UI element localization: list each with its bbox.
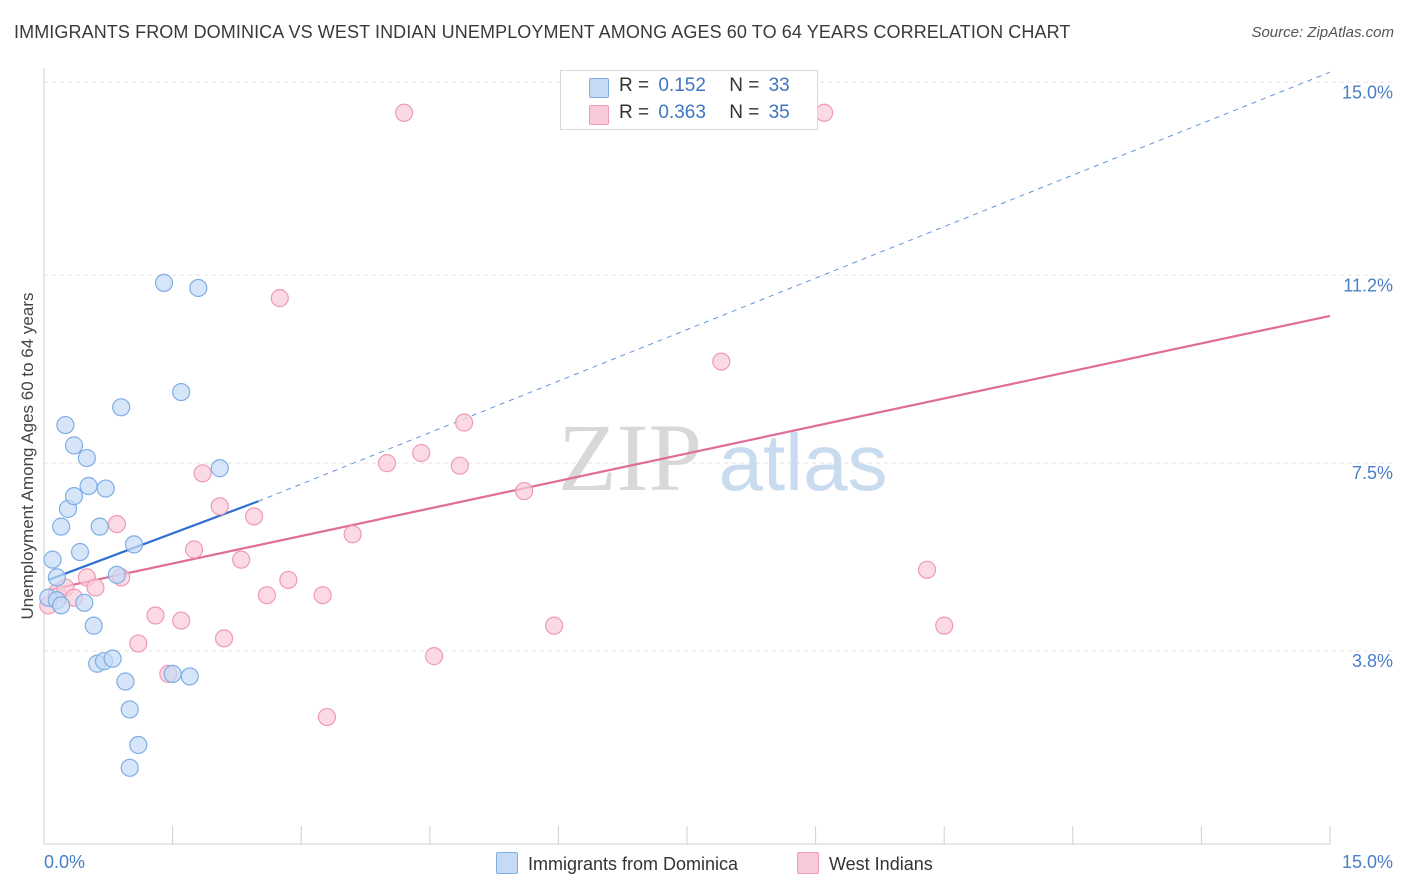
legend-n-value: 33 bbox=[768, 75, 790, 96]
chart-title: IMMIGRANTS FROM DOMINICA VS WEST INDIAN … bbox=[14, 22, 1071, 42]
source-credit: Source: ZipAtlas.com bbox=[1251, 24, 1394, 41]
data-point-west-indians bbox=[412, 443, 431, 463]
data-point-west-indians bbox=[210, 497, 229, 516]
legend-swatch-pink bbox=[589, 105, 609, 125]
data-point-dominica bbox=[52, 596, 71, 615]
data-point-dominica bbox=[70, 542, 90, 562]
data-point-dominica bbox=[77, 448, 96, 468]
data-point-dominica bbox=[75, 593, 94, 612]
data-point-west-indians bbox=[270, 289, 289, 308]
data-point-west-indians bbox=[214, 629, 234, 648]
data-point-west-indians bbox=[313, 586, 332, 605]
data-point-dominica bbox=[172, 382, 191, 402]
data-point-west-indians bbox=[424, 647, 444, 666]
data-point-west-indians bbox=[86, 578, 105, 597]
data-point-dominica bbox=[120, 700, 139, 719]
legend-swatch-blue bbox=[589, 78, 609, 98]
data-point-west-indians bbox=[184, 540, 204, 559]
data-point-dominica bbox=[79, 476, 98, 496]
legend-swatch-blue bbox=[496, 852, 518, 874]
data-point-dominica bbox=[112, 398, 131, 417]
legend-n-label: N = bbox=[729, 102, 760, 123]
data-point-west-indians bbox=[454, 413, 474, 432]
y-tick-label: 11.2% bbox=[1343, 275, 1393, 295]
legend-label-dominica: Immigrants from Dominica bbox=[528, 854, 739, 874]
y-tick-label: 7.5% bbox=[1352, 463, 1393, 483]
data-point-dominica bbox=[64, 487, 84, 506]
data-point-dominica bbox=[129, 735, 148, 755]
data-point-dominica bbox=[210, 459, 229, 478]
data-point-dominica bbox=[103, 649, 122, 668]
data-point-dominica bbox=[47, 568, 66, 587]
data-point-west-indians bbox=[815, 103, 834, 122]
data-point-west-indians bbox=[935, 616, 954, 635]
data-point-dominica bbox=[124, 535, 144, 554]
data-point-west-indians bbox=[279, 570, 298, 590]
data-point-west-indians bbox=[107, 514, 126, 534]
data-point-dominica bbox=[180, 667, 199, 686]
trend-line-dominica-extension bbox=[258, 71, 1331, 502]
data-point-dominica bbox=[84, 616, 103, 635]
data-point-west-indians bbox=[450, 456, 469, 475]
data-point-dominica bbox=[163, 664, 182, 683]
legend-n-label: N = bbox=[729, 75, 760, 96]
data-point-dominica bbox=[154, 273, 174, 292]
data-point-west-indians bbox=[146, 606, 165, 625]
legend-item-dominica: Immigrants from Dominica bbox=[496, 852, 738, 875]
data-point-dominica bbox=[189, 278, 208, 298]
data-point-dominica bbox=[52, 517, 71, 536]
data-point-dominica bbox=[64, 436, 84, 455]
x-tick-label-min: 0.0% bbox=[44, 852, 86, 872]
legend-item-west-indians: West Indians bbox=[797, 852, 933, 875]
data-point-dominica bbox=[120, 758, 139, 777]
legend-swatch-pink bbox=[797, 852, 819, 874]
x-tick-label-max: 15.0% bbox=[1341, 852, 1393, 872]
data-point-dominica bbox=[96, 479, 115, 498]
data-point-dominica bbox=[90, 517, 109, 536]
data-point-west-indians bbox=[317, 707, 337, 727]
legend-r-label: R = bbox=[619, 102, 650, 123]
data-point-west-indians bbox=[232, 550, 251, 569]
data-point-west-indians bbox=[129, 634, 148, 653]
data-point-dominica bbox=[116, 672, 135, 691]
y-axis-label: Unemployment Among Ages 60 to 64 years bbox=[18, 292, 37, 620]
legend-r-value: 0.152 bbox=[658, 75, 706, 96]
data-point-west-indians bbox=[257, 586, 277, 605]
data-point-west-indians bbox=[394, 103, 414, 122]
data-point-west-indians bbox=[377, 454, 397, 473]
data-point-west-indians bbox=[193, 464, 212, 483]
data-point-west-indians bbox=[515, 481, 534, 501]
legend-label-west-indians: West Indians bbox=[829, 854, 933, 874]
data-point-west-indians bbox=[172, 611, 191, 630]
data-point-dominica bbox=[43, 550, 62, 569]
data-point-west-indians bbox=[712, 352, 731, 371]
legend-r-label: R = bbox=[619, 75, 650, 96]
data-point-west-indians bbox=[917, 560, 937, 579]
watermark-atlas: atlas bbox=[719, 418, 888, 507]
watermark-zip: ZIP bbox=[558, 404, 702, 511]
trend-line-west-indians bbox=[48, 314, 1331, 592]
data-point-west-indians bbox=[545, 616, 564, 635]
correlation-legend: R = 0.152 N = 33 R = 0.363 N = 35 bbox=[560, 70, 818, 130]
legend-r-value: 0.363 bbox=[658, 102, 706, 123]
legend-n-value: 35 bbox=[768, 102, 790, 123]
data-point-west-indians bbox=[343, 525, 362, 544]
data-point-west-indians bbox=[244, 507, 264, 526]
y-tick-label: 15.0% bbox=[1342, 82, 1393, 102]
y-tick-label: 3.8% bbox=[1352, 651, 1393, 671]
data-point-dominica bbox=[107, 565, 126, 584]
data-point-dominica bbox=[56, 415, 75, 435]
